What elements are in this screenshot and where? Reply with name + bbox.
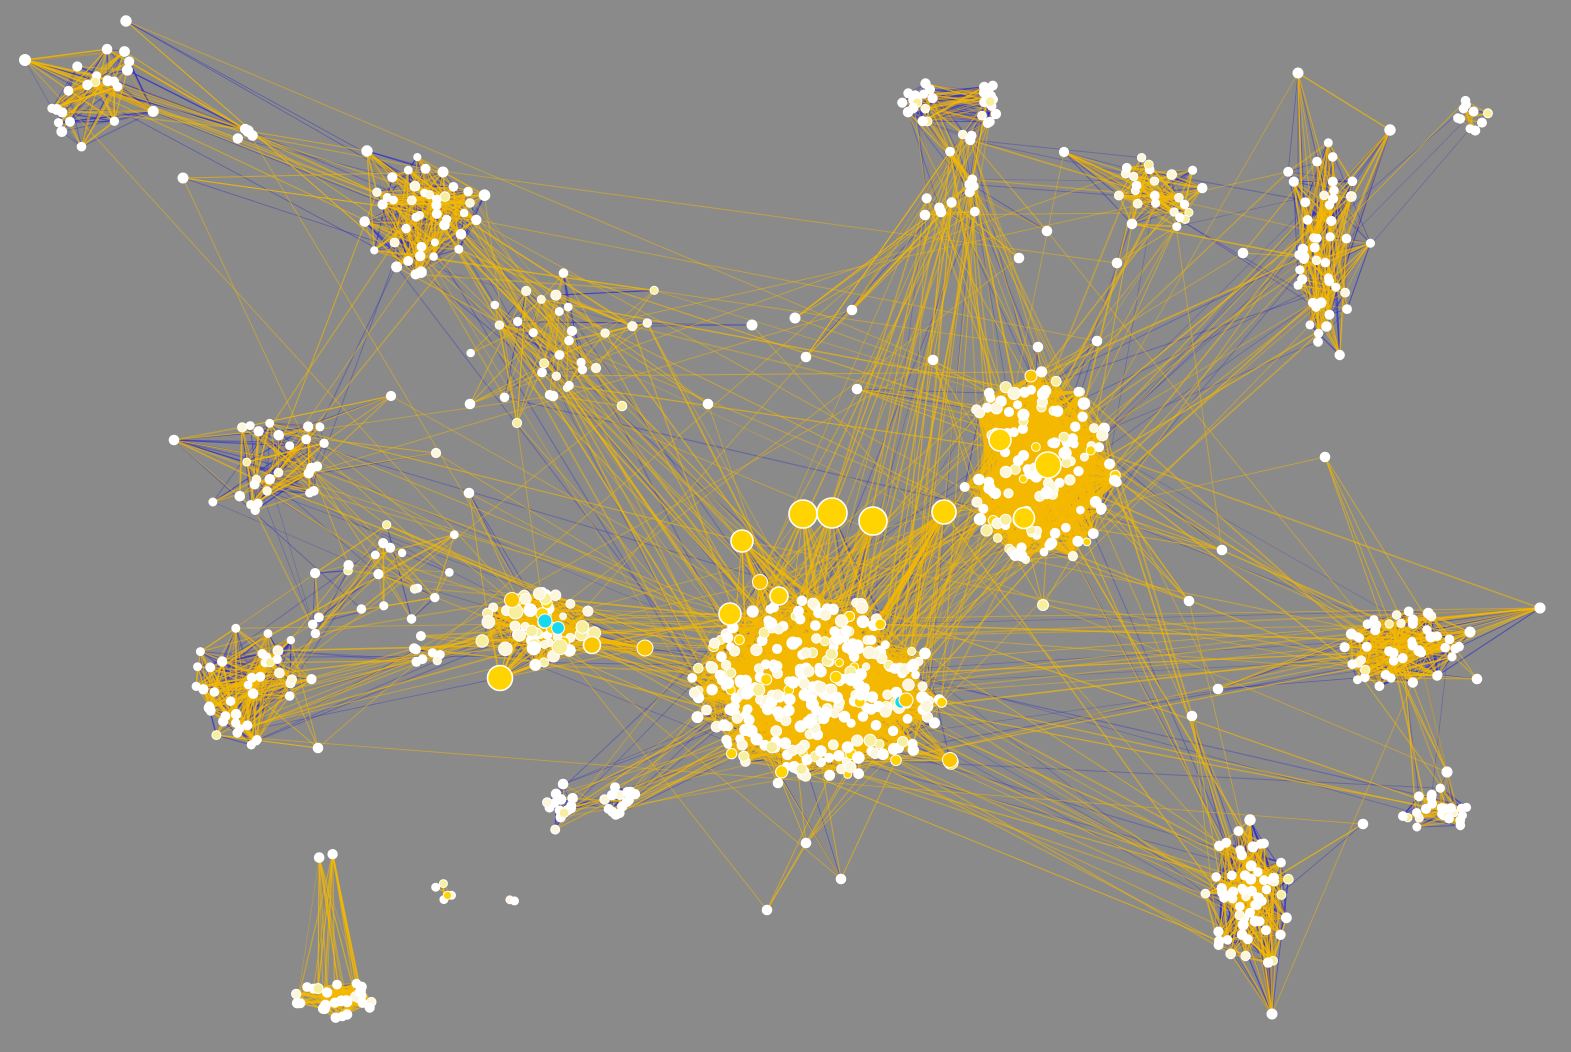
graph-edge: [1293, 181, 1335, 192]
graph-edge: [173, 439, 325, 444]
graph-edge: [241, 427, 259, 504]
graph-edge: [173, 439, 279, 474]
graph-edge: [562, 272, 569, 308]
graph-edge: [416, 156, 426, 194]
graph-edge: [386, 197, 422, 273]
graph-edge: [1063, 151, 1133, 225]
graph-edge: [216, 734, 252, 746]
graph-edge: [1288, 156, 1333, 173]
graph-edge: [127, 69, 249, 132]
graph-edge: [1063, 151, 1120, 196]
graph-edge: [386, 524, 412, 620]
graph-edge: [114, 111, 153, 122]
graph-edge: [411, 597, 436, 620]
graph-edge: [376, 171, 444, 193]
graph-edge: [555, 289, 655, 296]
graph-edge: [113, 80, 249, 132]
graph-edge: [258, 430, 290, 447]
graph-edge: [315, 569, 349, 574]
graph-edge: [57, 90, 69, 123]
graph-edge: [173, 439, 247, 463]
graph-edge: [62, 111, 115, 122]
graph-edge: [312, 573, 316, 625]
graph-edge: [420, 219, 477, 273]
graph-edge: [197, 639, 291, 668]
graph-edge: [81, 110, 154, 148]
graph-edge: [1307, 161, 1318, 220]
graph-edge: [499, 290, 527, 326]
graph-edge: [1171, 174, 1203, 189]
graph-edge: [504, 290, 527, 398]
graph-edge: [1287, 72, 1299, 172]
graph-edge: [208, 667, 211, 708]
graph-edge: [555, 289, 655, 296]
graph-edge: [1346, 243, 1371, 310]
graph-edge: [107, 51, 125, 82]
graph-edge: [924, 653, 951, 761]
graph-edge: [499, 299, 542, 326]
graph-edge: [58, 90, 69, 123]
graph-edge: [173, 439, 290, 447]
graph-edge: [1329, 236, 1341, 356]
graph-edge: [24, 59, 53, 109]
